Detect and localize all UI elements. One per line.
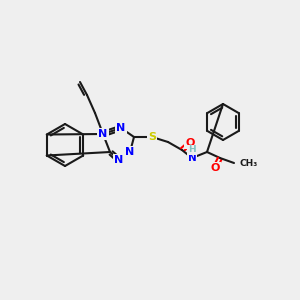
Text: N: N (116, 123, 126, 133)
Text: O: O (210, 163, 220, 173)
Text: N: N (98, 129, 108, 139)
Text: H: H (188, 146, 196, 154)
Text: N: N (125, 147, 135, 157)
Text: CH₃: CH₃ (239, 158, 257, 167)
Text: O: O (185, 138, 195, 148)
Text: N: N (188, 153, 196, 163)
Text: N: N (114, 155, 124, 165)
Text: S: S (148, 132, 156, 142)
